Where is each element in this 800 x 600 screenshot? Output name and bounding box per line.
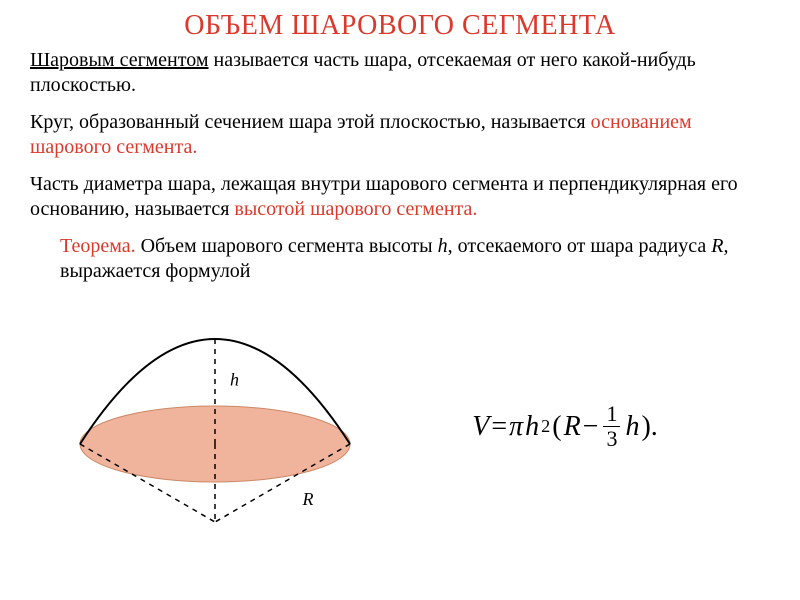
segment-diagram: hR — [50, 304, 380, 549]
formula-pi: π — [509, 411, 523, 443]
formula-h: h — [525, 411, 539, 443]
formula-fraction: 1 3 — [603, 403, 620, 450]
theorem-text2: , отсекаемого от шара радиуса — [448, 235, 712, 257]
formula-rparen: ). — [641, 411, 657, 443]
theorem: Теорема. Объем шарового сегмента высоты … — [30, 234, 770, 284]
formula-V: V — [472, 411, 489, 443]
formula-exp: 2 — [541, 416, 550, 437]
definition-2: Круг, образованный сечением шара этой пл… — [30, 110, 770, 160]
formula-minus: − — [583, 411, 599, 443]
formula-h2: h — [625, 411, 639, 443]
formula-container: V = π h2 ( R − 1 3 h ). — [380, 403, 770, 450]
formula-num: 1 — [603, 403, 620, 427]
page-title: ОБЪЕМ ШАРОВОГО СЕГМЕНТА — [30, 10, 770, 42]
theorem-R: R, — [711, 235, 728, 257]
term-spherical-segment: Шаровым сегментом — [30, 49, 209, 71]
svg-text:h: h — [230, 370, 239, 390]
bottom-row: hR V = π h2 ( R − 1 3 h ). — [30, 304, 770, 549]
svg-text:R: R — [302, 489, 314, 509]
theorem-label: Теорема. — [60, 235, 136, 257]
formula-den: 3 — [606, 427, 617, 450]
formula-lparen: ( — [552, 411, 561, 443]
definition-1: Шаровым сегментом называется часть шара,… — [30, 48, 770, 98]
definition-3: Часть диаметра шара, лежащая внутри шаро… — [30, 172, 770, 222]
diagram-svg: hR — [50, 304, 380, 544]
def2-intro: Круг, образованный сечением шара этой пл… — [30, 111, 591, 133]
formula-R: R — [564, 411, 581, 443]
theorem-text3: выражается формулой — [60, 260, 251, 282]
theorem-text1: Объем шарового сегмента высоты — [136, 235, 438, 257]
formula-eq: = — [491, 411, 507, 443]
theorem-h: h — [438, 235, 448, 257]
term-height: высотой шарового сегмента. — [234, 198, 477, 220]
volume-formula: V = π h2 ( R − 1 3 h ). — [472, 403, 658, 450]
